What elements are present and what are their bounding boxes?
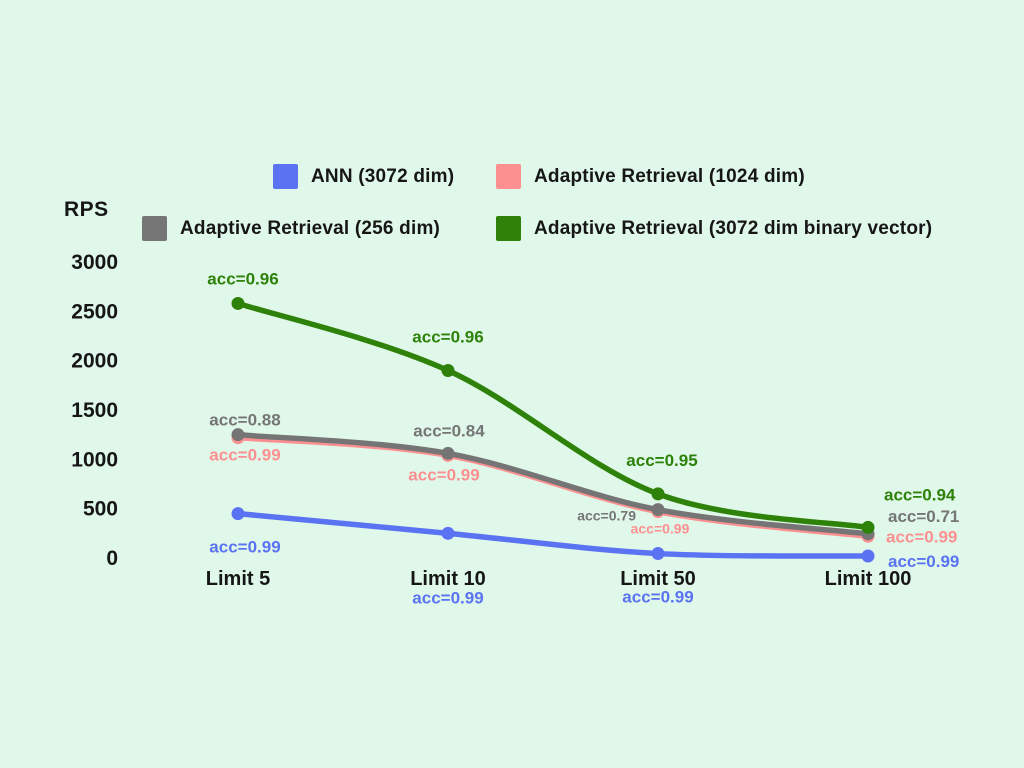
- acc-annotation: acc=0.96: [412, 328, 483, 347]
- y-tick-label: 500: [83, 498, 118, 521]
- acc-annotation: acc=0.94: [884, 485, 956, 504]
- y-tick-label: 0: [106, 547, 118, 570]
- acc-annotation: acc=0.88: [209, 411, 280, 430]
- legend-label: Adaptive Retrieval (3072 dim binary vect…: [534, 217, 933, 239]
- series-point-0: [651, 547, 665, 561]
- series-point-3: [651, 487, 665, 501]
- legend-swatch-gray: [142, 216, 167, 241]
- legend-swatch-blue: [273, 164, 298, 189]
- legend-label: ANN (3072 dim): [311, 165, 455, 187]
- legend-item-adaptive-256: Adaptive Retrieval (256 dim): [142, 215, 440, 242]
- acc-annotation: acc=0.95: [626, 451, 697, 470]
- acc-annotation: acc=0.99: [209, 446, 280, 465]
- acc-annotation: acc=0.84: [413, 421, 485, 440]
- y-tick-label: 2500: [71, 300, 118, 323]
- legend-swatch-green: [496, 216, 521, 241]
- legend-swatch-pink: [496, 164, 521, 189]
- x-axis-label: Limit 100: [825, 568, 912, 590]
- x-axis-label: Limit 10: [410, 568, 486, 590]
- series-point-2: [441, 446, 455, 460]
- legend-label: Adaptive Retrieval (256 dim): [180, 217, 441, 239]
- series-point-0: [861, 549, 875, 563]
- acc-annotation: acc=0.99: [209, 538, 280, 557]
- acc-annotation: acc=0.99: [622, 588, 693, 607]
- series-line-2: [235, 431, 871, 537]
- y-tick-label: 2000: [71, 350, 118, 373]
- series-line-0: [235, 510, 871, 559]
- acc-annotation: acc=0.79: [577, 508, 636, 524]
- legend-item-adaptive-3072-binary: Adaptive Retrieval (3072 dim binary vect…: [496, 215, 932, 242]
- legend-item-adaptive-1024: Adaptive Retrieval (1024 dim): [496, 163, 805, 190]
- series-point-3: [231, 296, 245, 310]
- legend-item-ann-3072: ANN (3072 dim): [273, 163, 454, 190]
- y-tick-label: 1500: [71, 399, 118, 422]
- x-axis-label: Limit 5: [206, 568, 270, 590]
- series-point-0: [441, 526, 455, 540]
- series-point-3: [441, 364, 455, 378]
- x-axis-label: Limit 50: [620, 568, 696, 590]
- acc-annotation: acc=0.99: [888, 552, 959, 571]
- y-tick-label: 1000: [71, 448, 118, 471]
- acc-annotation: acc=0.99: [886, 527, 957, 546]
- acc-annotation: acc=0.99: [631, 521, 690, 537]
- series-point-3: [861, 520, 875, 534]
- y-tick-label: 3000: [71, 251, 118, 274]
- acc-annotation: acc=0.71: [888, 507, 959, 526]
- acc-annotation: acc=0.99: [408, 465, 479, 484]
- series-point-0: [231, 507, 245, 521]
- y-axis-title: RPS: [64, 198, 109, 221]
- series-point-2: [651, 503, 665, 517]
- series-line-3: [235, 300, 871, 531]
- acc-annotation: acc=0.96: [207, 269, 278, 288]
- legend-label: Adaptive Retrieval (1024 dim): [534, 165, 805, 187]
- series-point-2: [231, 428, 245, 442]
- acc-annotation: acc=0.99: [412, 588, 483, 607]
